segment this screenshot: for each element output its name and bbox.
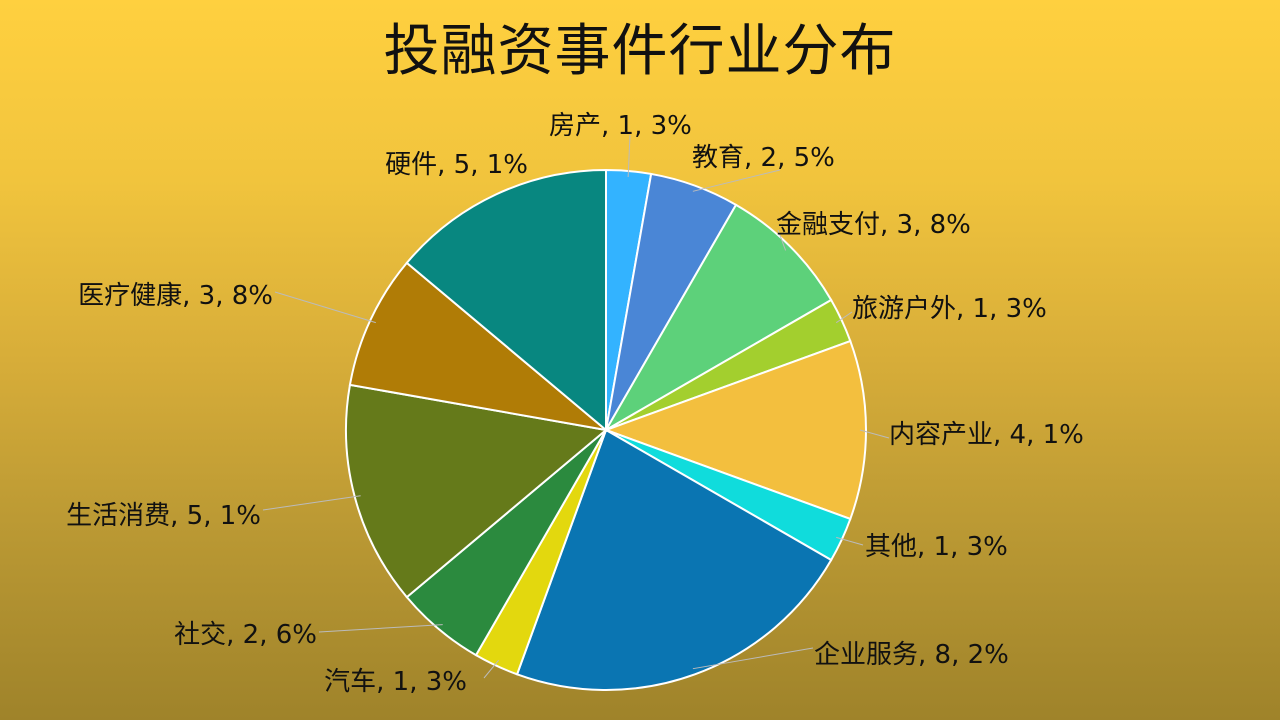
leader-line-10 [262,495,361,511]
leader-line-1 [627,134,631,177]
data-label-4: 旅游户外, 1, 3% [852,294,1047,324]
leader-line-11 [274,291,376,324]
data-label-1: 房产, 1, 3% [549,111,692,141]
leader-line-5 [859,429,890,439]
leader-lines [262,134,890,679]
data-label-6: 其他, 1, 3% [865,532,1008,562]
pie-slice-10 [345,383,609,599]
pie-slice-3 [603,203,833,433]
pie-slices [345,168,867,691]
leader-line-9 [318,624,443,633]
data-label-8: 汽车, 1, 3% [324,667,467,697]
pie-slice-11 [348,261,610,432]
data-labels: 房产, 1, 3%教育, 2, 5% 金融支付, 3, 8% 旅游户外, 1, 3%… [66,111,1084,697]
data-label-7: 企业服务, 8, 2% [814,640,1009,670]
leader-line-8 [483,659,500,679]
data-label-12: 硬件, 5, 1% [385,150,528,180]
leader-line-6 [836,536,864,546]
data-label-10: 生活消费, 5, 1% [66,501,261,531]
data-label-5: 内容产业, 4, 1% [889,420,1084,450]
data-label-11: 医疗健康, 3, 8% [78,281,273,311]
leader-line-3 [777,229,787,251]
chart-title: 投融资事件行业分布 [383,19,897,84]
leader-line-2 [692,169,781,192]
leader-line-7 [692,647,814,670]
data-label-3: 金融支付, 3, 8% [776,210,971,240]
data-label-9: 社交, 2, 6% [174,620,317,650]
pie-slice-5 [603,339,867,521]
data-label-2: 教育, 2, 5% [692,143,835,173]
pie-slice-12 [405,168,607,433]
pie-slice-7 [515,428,833,691]
leader-line-4 [835,311,853,324]
